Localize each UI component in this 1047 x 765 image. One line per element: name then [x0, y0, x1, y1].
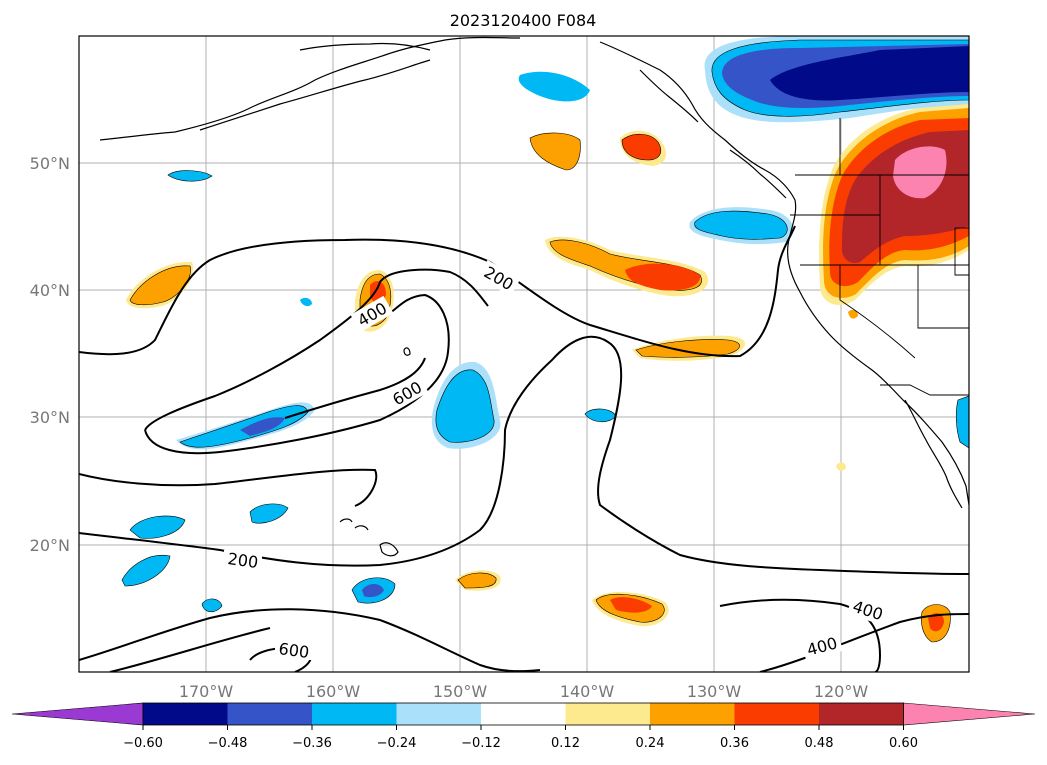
- colorbar-tick-label: −0.12: [461, 736, 501, 751]
- figure-title: 2023120400 F084: [450, 11, 597, 30]
- lat-label: 30°N: [30, 408, 70, 427]
- colorbar-tick-label: 0.12: [551, 736, 580, 751]
- colorbar-tick-label: 0.36: [720, 736, 749, 751]
- map-frame: [78, 35, 970, 673]
- colorbar-tick-label: −0.24: [377, 736, 417, 751]
- lon-label: 140°W: [560, 682, 615, 701]
- colorbar-tick-label: −0.48: [208, 736, 248, 751]
- lon-label: 160°W: [306, 682, 361, 701]
- colorbar-tick-label: 0.60: [889, 736, 918, 751]
- colorbar-segment: [481, 703, 566, 725]
- contour-lines: [79, 225, 969, 672]
- colorbar-segment: [734, 703, 820, 725]
- colorbar-segment: [396, 703, 482, 725]
- map-area: 200 400 600 200 400 600 400: [79, 36, 969, 672]
- lat-label: 20°N: [30, 536, 70, 555]
- negative-anomaly-shading: [121, 36, 969, 613]
- longitude-labels: 170°W 160°W 150°W 140°W 130°W 120°W: [179, 682, 869, 701]
- latitude-labels: 50°N 40°N 30°N 20°N: [30, 154, 70, 555]
- colorbar-segment: [143, 703, 228, 725]
- colorbar-segment: [650, 703, 735, 725]
- lon-label: 150°W: [433, 682, 488, 701]
- contour-label: 200: [226, 549, 259, 572]
- colorbar-tick-label: −0.60: [123, 736, 163, 751]
- lat-label: 50°N: [30, 154, 70, 173]
- positive-anomaly-shading: [126, 104, 969, 643]
- colorbar-tick-label: 0.24: [636, 736, 665, 751]
- coastlines: [99, 36, 969, 557]
- contour-label: 600: [277, 639, 310, 662]
- colorbar-segment: [819, 703, 904, 725]
- lon-label: 130°W: [687, 682, 742, 701]
- political-borders: [790, 118, 969, 396]
- colorbar-tick-label: 0.48: [805, 736, 834, 751]
- colorbar-segment: [312, 703, 397, 725]
- lon-label: 170°W: [179, 682, 234, 701]
- lon-label: 120°W: [814, 682, 869, 701]
- colorbar-extend-high: [903, 702, 1036, 726]
- colorbar-extend-low: [11, 702, 144, 726]
- colorbar-segment: [565, 703, 651, 725]
- colorbar-frame: [142, 702, 904, 726]
- colorbar: −0.60 −0.48 −0.36 −0.24 −0.12 0.12 0.24 0.36 0.4…: [11, 702, 1036, 751]
- colorbar-segment: [227, 703, 313, 725]
- colorbar-tick-label: −0.36: [292, 736, 332, 751]
- lat-label: 40°N: [30, 281, 70, 300]
